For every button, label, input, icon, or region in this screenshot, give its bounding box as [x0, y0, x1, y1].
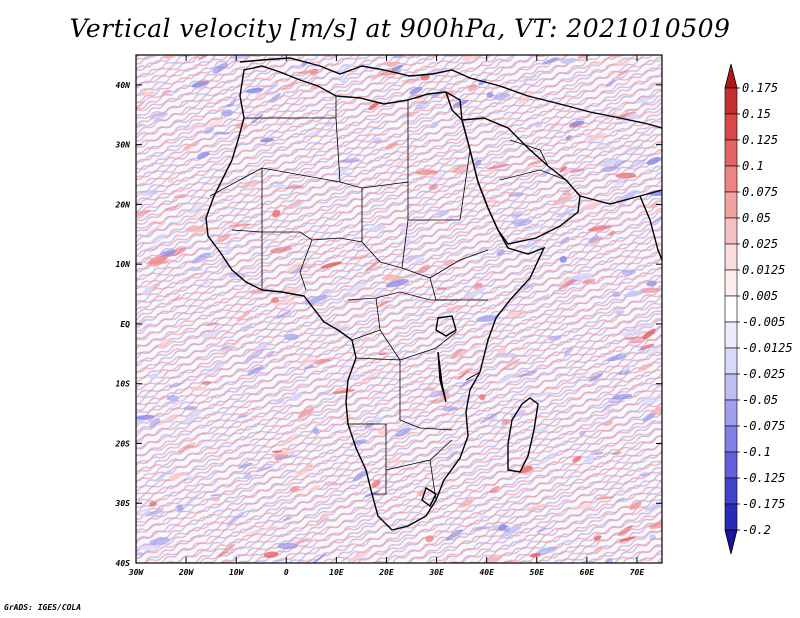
lon-tick-label: 50E	[530, 568, 545, 577]
lon-tick-label: 10W	[229, 568, 245, 577]
colorbar-label: -0.2	[742, 523, 771, 537]
colorbar-segment	[724, 321, 738, 349]
velocity-field	[136, 55, 662, 563]
colorbar-segment	[724, 399, 738, 427]
lon-tick-label: 20W	[178, 568, 195, 577]
grads-credit: GrADS: IGES/COLA	[4, 603, 82, 612]
colorbar-segment	[724, 243, 738, 271]
lat-tick-label: 20S	[115, 439, 131, 448]
lat-tick-label: 30N	[115, 141, 131, 150]
colorbar-segment	[724, 347, 738, 375]
lon-tick-label: 60E	[580, 568, 595, 577]
colorbar-segment	[724, 477, 738, 505]
colorbar-label: 0.025	[742, 237, 778, 251]
map-title: Vertical velocity [m/s] at 900hPa, VT: 2…	[69, 14, 731, 43]
colorbar-label: 0.1	[742, 159, 764, 173]
colorbar-label: 0.15	[742, 107, 771, 121]
lon-tick-label: 70E	[630, 568, 645, 577]
colorbar-label: 0.005	[742, 289, 778, 303]
colorbar-segment	[724, 191, 738, 219]
colorbar: 0.175 0.15 0.125 0.1 0.075 0.05 0.025 0.0125 0.0…	[724, 63, 793, 555]
colorbar-segment	[724, 113, 738, 141]
colorbar-label: 0.075	[742, 185, 778, 199]
colorbar-segment	[724, 295, 738, 323]
lon-axis: 30W 20W 10W 0 10E 20E 30E 40E 50E 60E 70E	[128, 55, 645, 577]
lat-tick-label: 10S	[116, 380, 131, 389]
colorbar-label: -0.05	[742, 393, 778, 407]
colorbar-label: -0.025	[742, 367, 785, 381]
colorbar-label: -0.005	[742, 315, 785, 329]
colorbar-label: 0.0125	[742, 263, 785, 277]
lat-tick-label: 30S	[115, 499, 131, 508]
colorbar-label: -0.0125	[742, 341, 793, 355]
coastlines	[205, 57, 662, 531]
lon-tick-label: 40E	[479, 568, 494, 577]
colorbar-segment	[724, 87, 738, 115]
lon-tick-label: 30E	[428, 568, 444, 577]
colorbar-segment	[724, 451, 738, 479]
colorbar-label: -0.125	[742, 471, 785, 485]
lat-tick-label: EQ	[120, 320, 130, 329]
colorbar-label: -0.175	[742, 497, 785, 511]
lat-tick-label: 40S	[116, 559, 131, 568]
colorbar-segment	[724, 425, 738, 453]
lat-tick-label: 20N	[115, 200, 131, 209]
lat-axis: 40N 30N 20N 10N EQ 10S 20S 30S 40S	[115, 81, 662, 568]
colorbar-label: -0.1	[742, 445, 771, 459]
plot-frame	[135, 54, 663, 564]
colorbar-bottom-arrow	[724, 529, 738, 555]
colorbar-top-arrow	[724, 63, 738, 89]
lon-tick-label: 10E	[329, 568, 344, 577]
colorbar-label: 0.125	[742, 133, 778, 147]
country-borders	[209, 96, 567, 501]
colorbar-segment	[724, 139, 738, 167]
lon-tick-label: 0	[284, 568, 289, 577]
colorbar-segment	[724, 165, 738, 193]
colorbar-label: -0.075	[742, 419, 785, 433]
colorbar-label: 0.05	[742, 211, 771, 225]
lat-tick-label: 10N	[116, 260, 131, 269]
colorbar-segment	[724, 503, 738, 531]
lat-tick-label: 40N	[116, 81, 131, 90]
colorbar-segment	[724, 269, 738, 297]
colorbar-segment	[724, 373, 738, 401]
colorbar-segment	[724, 217, 738, 245]
lon-tick-label: 30W	[128, 568, 145, 577]
colorbar-label: 0.175	[742, 81, 778, 95]
lon-tick-label: 20E	[378, 568, 394, 577]
